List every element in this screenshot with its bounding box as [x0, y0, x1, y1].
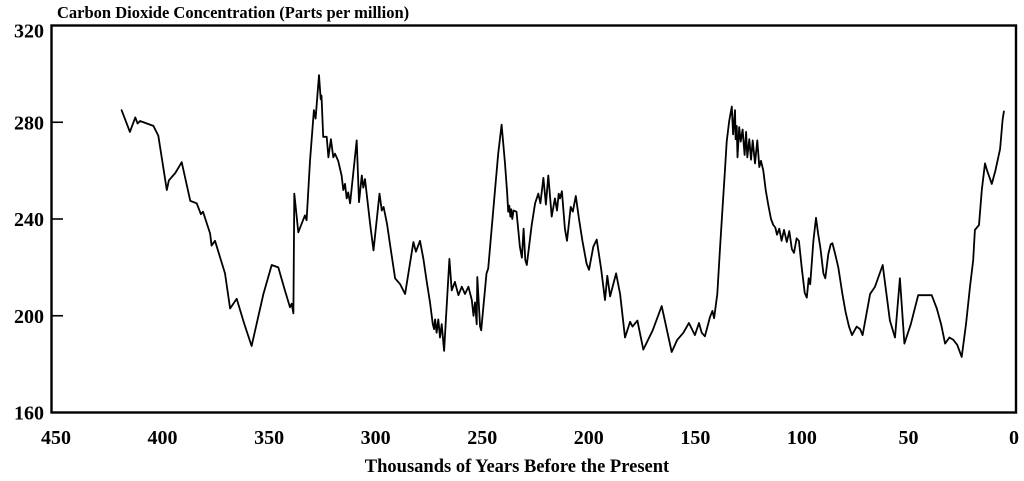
y-tick-label: 200 [14, 306, 44, 328]
plot-border [50, 24, 1018, 414]
x-tick-label: 450 [41, 427, 71, 449]
y-tick-label: 160 [14, 403, 44, 425]
x-tick-label: 100 [787, 427, 817, 449]
x-tick-label: 400 [148, 427, 178, 449]
x-tick-label: 200 [574, 427, 604, 449]
x-tick-label: 300 [361, 427, 391, 449]
x-axis-title: Thousands of Years Before the Present [365, 457, 670, 477]
x-tick-label: 50 [898, 427, 918, 449]
y-tick-label: 240 [14, 209, 44, 231]
x-tick-label: 250 [467, 427, 497, 449]
y-tick-label: 320 [14, 21, 44, 43]
x-tick-label: 0 [1009, 427, 1019, 449]
co2-data-line [120, 74, 1005, 358]
line-layer [120, 74, 1005, 358]
x-tick-label: 350 [254, 427, 284, 449]
y-tick-label: 280 [14, 112, 44, 134]
chart-title: Carbon Dioxide Concentration (Parts per … [57, 3, 409, 22]
x-tick-label: 150 [680, 427, 710, 449]
